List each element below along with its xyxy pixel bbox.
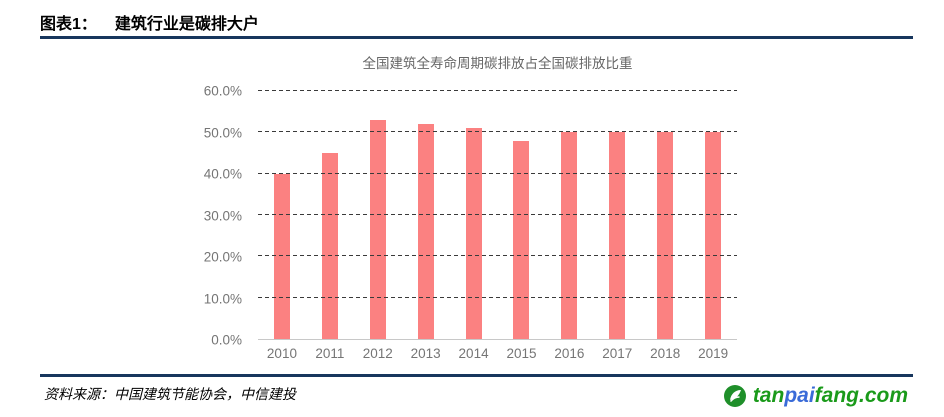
bar-slot (402, 91, 450, 339)
bar-2012 (369, 119, 386, 339)
bar-slot (498, 91, 546, 339)
source-note: 资料来源：中国建筑节能协会，中信建投 (44, 386, 296, 402)
gridline (258, 296, 737, 298)
figure-header: 图表1： 建筑行业是碳排大户 (40, 10, 259, 34)
chart-title: 全国建筑全寿命周期碳排放占全国碳排放比重 (362, 56, 633, 71)
bar-2016 (561, 132, 578, 339)
y-axis-tick-label: 20.0% (203, 249, 242, 265)
bar-slot (306, 91, 354, 339)
x-axis-tick-label: 2015 (506, 346, 537, 361)
logo-text: tanpaifang.com (753, 384, 908, 408)
y-axis-tick-label: 30.0% (203, 208, 242, 223)
figure-title: 建筑行业是碳排大户 (114, 16, 259, 33)
logo-text-part: tan (752, 384, 785, 407)
x-axis-tick-label: 2012 (362, 346, 393, 361)
bar-2014 (465, 128, 482, 339)
leaf-circle-icon (723, 384, 747, 408)
x-axis: 2010 2011 2012 2013 2014 2015 2016 2017 2018 2019 (258, 346, 737, 361)
bar-2019 (705, 132, 722, 339)
y-axis: 0.0% 10.0% 20.0% 30.0% 40.0% 50.0% 60.0% (170, 84, 250, 348)
bar-slot (593, 91, 641, 339)
x-axis-tick-label: 2017 (602, 346, 633, 361)
y-axis-tick-label: 10.0% (203, 291, 242, 306)
bars (258, 91, 737, 339)
tanpaifang-watermark: tanpaifang.com (723, 384, 908, 408)
y-axis-tick-label: 0.0% (211, 332, 242, 348)
gridline (258, 131, 737, 133)
bar-2018 (657, 132, 674, 339)
x-axis-tick-label: 2016 (554, 346, 585, 361)
x-axis-tick-label: 2018 (650, 346, 681, 361)
gridline (258, 214, 737, 215)
gridline (258, 255, 737, 257)
x-axis-tick-label: 2010 (266, 346, 297, 361)
gridline (258, 172, 737, 174)
plot-area (258, 90, 737, 340)
header-divider (40, 36, 913, 39)
y-axis-tick-label: 40.0% (203, 166, 242, 182)
x-axis-tick-label: 2019 (698, 346, 729, 361)
gridline (258, 90, 737, 91)
y-axis-tick-label: 50.0% (203, 125, 242, 140)
logo-text-part: pai (784, 384, 815, 407)
x-axis-tick-label: 2014 (458, 346, 489, 361)
bar-2011 (321, 153, 338, 339)
bar-slot (258, 91, 306, 339)
figure-label: 图表1： (40, 16, 97, 33)
bar-slot (545, 91, 593, 339)
logo-text-part: fang.com (814, 384, 908, 407)
bar-slot (450, 91, 498, 339)
bar-slot (689, 91, 737, 339)
bar-slot (641, 91, 689, 339)
x-axis-tick-label: 2011 (315, 346, 345, 361)
bar-2013 (417, 124, 434, 339)
bar-slot (354, 91, 402, 339)
footer-divider (40, 374, 913, 377)
x-axis-tick-label: 2013 (410, 346, 441, 361)
y-axis-tick-label: 60.0% (203, 83, 242, 99)
bar-2015 (513, 140, 530, 339)
bar-2017 (609, 132, 626, 339)
